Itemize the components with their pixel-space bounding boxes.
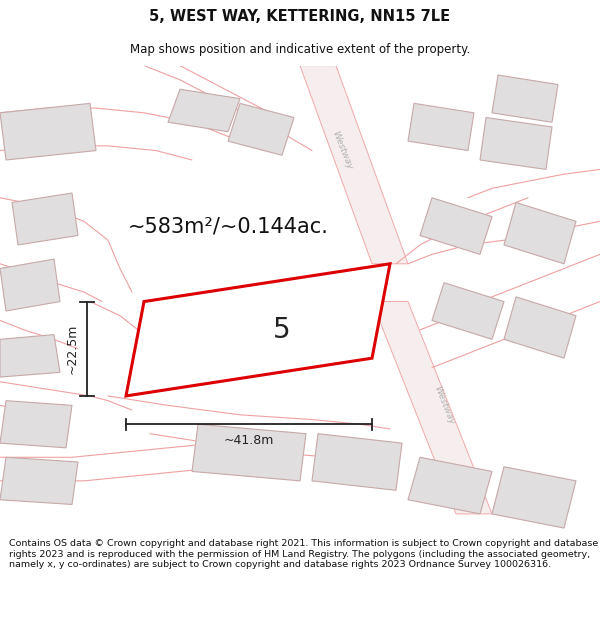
- Polygon shape: [492, 467, 576, 528]
- Polygon shape: [0, 259, 60, 311]
- Text: ~583m²/~0.144ac.: ~583m²/~0.144ac.: [128, 216, 328, 236]
- Polygon shape: [228, 103, 294, 155]
- Text: 5: 5: [273, 316, 291, 344]
- Polygon shape: [192, 424, 306, 481]
- Text: Contains OS data © Crown copyright and database right 2021. This information is : Contains OS data © Crown copyright and d…: [9, 539, 598, 569]
- Polygon shape: [0, 103, 96, 160]
- Polygon shape: [420, 198, 492, 254]
- Polygon shape: [408, 458, 492, 514]
- Polygon shape: [300, 66, 408, 264]
- Polygon shape: [0, 401, 72, 448]
- Text: Westway: Westway: [330, 130, 354, 171]
- Polygon shape: [312, 434, 402, 490]
- Polygon shape: [12, 193, 78, 245]
- Polygon shape: [504, 202, 576, 264]
- Polygon shape: [408, 103, 474, 151]
- Polygon shape: [0, 334, 60, 377]
- Text: Map shows position and indicative extent of the property.: Map shows position and indicative extent…: [130, 42, 470, 56]
- Polygon shape: [0, 458, 78, 504]
- Text: 5, WEST WAY, KETTERING, NN15 7LE: 5, WEST WAY, KETTERING, NN15 7LE: [149, 9, 451, 24]
- Polygon shape: [372, 301, 492, 514]
- Polygon shape: [168, 89, 240, 132]
- Polygon shape: [126, 264, 390, 396]
- Text: ~41.8m: ~41.8m: [224, 434, 274, 447]
- Polygon shape: [480, 118, 552, 169]
- Polygon shape: [432, 282, 504, 339]
- Polygon shape: [492, 75, 558, 122]
- Text: Westway: Westway: [432, 385, 456, 426]
- Text: ~22.5m: ~22.5m: [65, 324, 79, 374]
- Polygon shape: [504, 297, 576, 358]
